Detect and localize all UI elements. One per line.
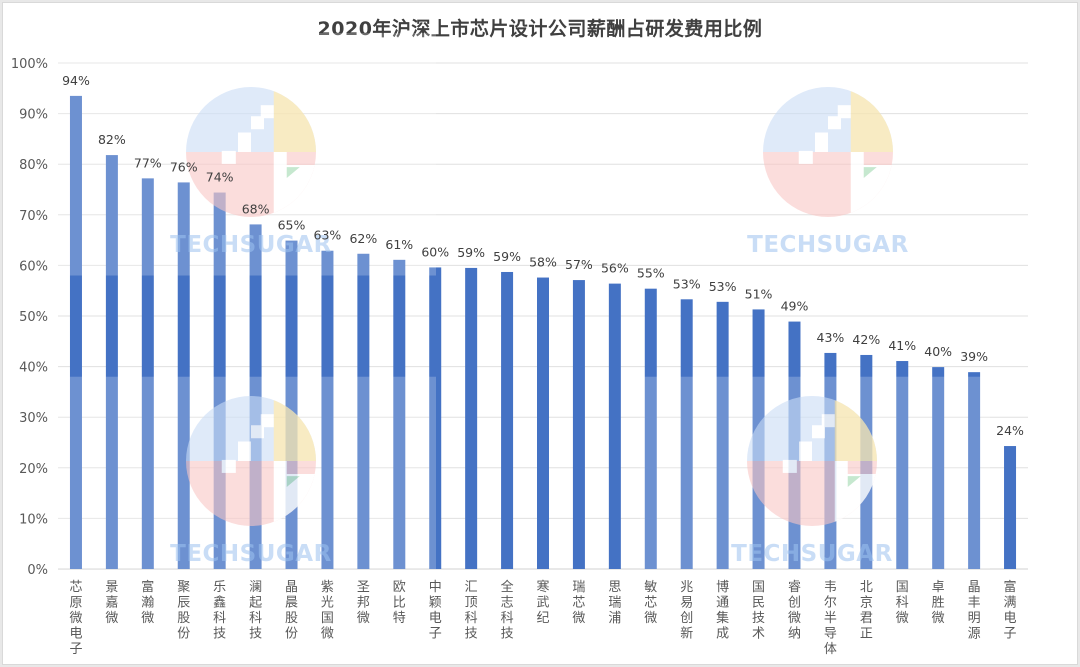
data-label: 53%: [673, 276, 701, 291]
category-label: 景嘉微: [105, 580, 118, 626]
y-tick-label: 60%: [19, 259, 48, 274]
category-label: 欧比特: [393, 580, 406, 626]
category-label: 国科微: [896, 580, 909, 626]
bar: [501, 271, 514, 569]
category-label: 敏芯微: [644, 580, 657, 626]
data-label: 56%: [601, 261, 629, 276]
data-label: 74%: [206, 170, 234, 185]
category-label: 乐鑫科技: [213, 580, 226, 642]
chart-title: 2020年沪深上市芯片设计公司薪酬占研发费用比例: [317, 18, 763, 40]
bar: [141, 178, 154, 570]
data-label: 63%: [314, 228, 342, 243]
data-label: 59%: [493, 249, 521, 264]
y-axis-ticks: 0% 10% 20% 30% 40% 50% 60% 70% 80% 90% 100%: [11, 57, 48, 578]
y-tick-label: 70%: [19, 209, 48, 224]
data-label: 68%: [242, 201, 270, 216]
bar: [105, 155, 118, 570]
bar: [572, 280, 585, 569]
data-label: 58%: [529, 255, 557, 270]
category-labels: 芯原微电子 景嘉微 富瀚微 聚辰股份 乐鑫科技 澜起科技 晶晨股份 紫光国微 圣邦微 欧比特 中颖电…: [69, 579, 1016, 657]
category-label: 思瑞浦: [608, 580, 621, 626]
category-label: 寒武纪: [536, 579, 549, 626]
techsugar-wordmark: TECHSUGAR: [731, 541, 893, 567]
bar: [932, 367, 945, 569]
data-labels: 94% 82% 77% 76% 74% 68% 65% 63% 62% 61% 60% 59% 59% 5…: [62, 73, 1024, 438]
y-tick-label: 30%: [19, 411, 48, 426]
data-label: 61%: [385, 237, 413, 252]
category-label: 圣邦微: [357, 580, 370, 626]
bar: [537, 277, 549, 569]
category-label: 北京君正: [860, 580, 873, 642]
techsugar-wordmark: TECHSUGAR: [170, 541, 332, 567]
category-label: 紫光国微: [321, 580, 334, 642]
category-label: 澜起科技: [249, 580, 262, 642]
techsugar-logo: [763, 87, 893, 217]
category-label: 中颖电子: [429, 580, 442, 642]
category-label: 睿创微纳: [788, 580, 801, 642]
data-label: 51%: [745, 286, 773, 301]
data-label: 82%: [98, 132, 126, 147]
bar: [644, 288, 657, 569]
bar: [393, 259, 406, 569]
data-label: 41%: [888, 338, 916, 353]
y-tick-label: 50%: [19, 310, 48, 325]
data-label: 94%: [62, 73, 90, 88]
data-label: 42%: [852, 332, 880, 347]
data-label: 59%: [457, 245, 485, 260]
y-tick-label: 10%: [19, 512, 48, 527]
data-label: 53%: [709, 279, 737, 294]
data-label: 65%: [278, 218, 306, 233]
category-label: 富瀚微: [141, 579, 154, 626]
y-tick-label: 90%: [19, 108, 48, 123]
data-label: 49%: [781, 299, 809, 314]
y-tick-label: 80%: [19, 158, 48, 173]
data-label: 55%: [637, 266, 665, 281]
watermarks: TECHSUGAR TECHSUGAR TECHSUGAR TECHSUGAR: [58, 33, 990, 569]
category-label: 瑞芯微: [572, 580, 585, 626]
category-label: 卓胜微: [932, 580, 945, 626]
bar: [357, 253, 370, 569]
data-label: 24%: [996, 423, 1024, 438]
category-label: 汇顶科技: [465, 580, 478, 642]
bar: [1004, 446, 1017, 569]
data-label: 76%: [170, 159, 198, 174]
y-tick-label: 40%: [19, 361, 48, 376]
techsugar-wordmark: TECHSUGAR: [747, 232, 909, 258]
bar: [968, 372, 981, 569]
category-label: 兆易创新: [680, 580, 693, 642]
category-label: 晶晨股份: [285, 580, 298, 642]
y-tick-label: 100%: [11, 57, 48, 72]
data-label: 62%: [349, 231, 377, 246]
data-label: 57%: [565, 257, 593, 272]
bar: [896, 361, 909, 569]
techsugar-wordmark: TECHSUGAR: [170, 232, 332, 258]
bar: [177, 182, 190, 569]
data-label: 43%: [817, 330, 845, 345]
data-label: 40%: [924, 344, 952, 359]
category-label: 国民技术: [752, 580, 765, 642]
category-label: 全志科技: [501, 579, 514, 642]
bar: [680, 299, 693, 569]
y-tick-label: 0%: [27, 563, 48, 578]
bar: [608, 283, 621, 569]
data-label: 39%: [960, 349, 988, 364]
bar: [465, 267, 478, 569]
category-label: 芯原微电子: [69, 580, 82, 657]
bar: [321, 250, 334, 569]
y-tick-label: 20%: [19, 462, 48, 477]
category-label: 博通集成: [716, 580, 729, 642]
category-label: 韦尔半导体: [824, 580, 837, 657]
data-label: 60%: [421, 244, 449, 259]
category-label: 晶丰明源: [968, 580, 981, 642]
bar: [69, 95, 82, 569]
data-label: 77%: [134, 155, 162, 170]
category-label: 富满电子: [1004, 579, 1017, 642]
bar: [429, 267, 442, 569]
bar: [716, 301, 729, 569]
category-label: 聚辰股份: [177, 580, 190, 642]
